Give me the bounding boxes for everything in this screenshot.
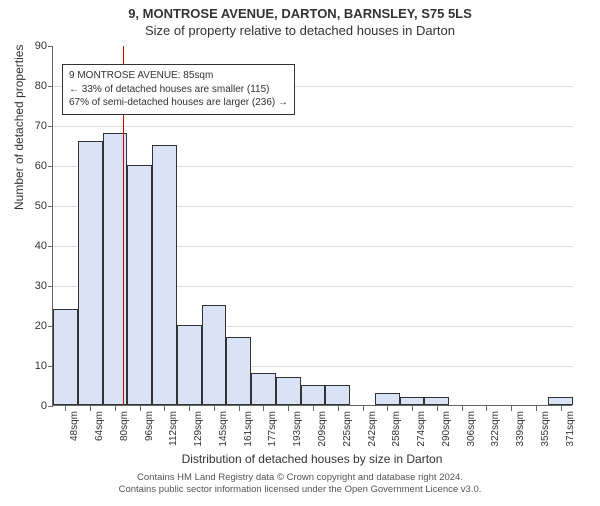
histogram-bar [202, 305, 227, 405]
xtick-mark [164, 406, 165, 411]
histogram-bar [251, 373, 276, 405]
xtick-label: 225sqm [342, 411, 353, 447]
xtick-mark [189, 406, 190, 411]
xtick-mark [338, 406, 339, 411]
xtick-mark [412, 406, 413, 411]
info-line-3: 67% of semi-detached houses are larger (… [69, 96, 288, 110]
ytick-label: 30 [17, 280, 47, 292]
grid-line [53, 126, 573, 127]
xtick-mark [313, 406, 314, 411]
xtick-label: 322sqm [490, 411, 501, 447]
xtick-label: 371sqm [565, 411, 576, 447]
ytick-label: 0 [17, 400, 47, 412]
xtick-label: 209sqm [317, 411, 328, 447]
page-title-address: 9, MONTROSE AVENUE, DARTON, BARNSLEY, S7… [0, 6, 600, 21]
xtick-mark [486, 406, 487, 411]
histogram-bar [375, 393, 400, 405]
ytick-label: 60 [17, 160, 47, 172]
ytick-mark [48, 206, 53, 207]
ytick-mark [48, 166, 53, 167]
xtick-label: 112sqm [168, 411, 179, 446]
histogram-chart: 010203040506070809048sqm64sqm80sqm96sqm1… [52, 46, 572, 406]
xtick-mark [437, 406, 438, 411]
xtick-label: 274sqm [416, 411, 427, 447]
ytick-mark [48, 86, 53, 87]
histogram-bar [78, 141, 103, 405]
histogram-bar [301, 385, 326, 405]
histogram-bar [400, 397, 425, 405]
xtick-label: 258sqm [391, 411, 402, 447]
ytick-mark [48, 46, 53, 47]
ytick-label: 40 [17, 240, 47, 252]
histogram-bar [424, 397, 449, 405]
x-axis-label: Distribution of detached houses by size … [52, 452, 572, 466]
info-box: 9 MONTROSE AVENUE: 85sqm ← 33% of detach… [62, 64, 295, 115]
xtick-label: 129sqm [193, 411, 204, 447]
histogram-bar [53, 309, 78, 405]
xtick-label: 306sqm [466, 411, 477, 447]
xtick-mark [65, 406, 66, 411]
xtick-label: 80sqm [119, 411, 130, 441]
xtick-mark [140, 406, 141, 411]
xtick-label: 177sqm [267, 411, 278, 447]
xtick-mark [214, 406, 215, 411]
xtick-label: 161sqm [243, 411, 254, 447]
xtick-label: 242sqm [367, 411, 378, 447]
ytick-mark [48, 246, 53, 247]
histogram-bar [325, 385, 350, 405]
page-title-desc: Size of property relative to detached ho… [0, 23, 600, 38]
xtick-label: 193sqm [292, 411, 303, 447]
histogram-bar [127, 165, 152, 405]
xtick-mark [363, 406, 364, 411]
histogram-bar [152, 145, 177, 405]
histogram-bar [276, 377, 301, 405]
ytick-label: 10 [17, 360, 47, 372]
histogram-bar [548, 397, 573, 405]
footer: Contains HM Land Registry data © Crown c… [0, 472, 600, 496]
xtick-label: 290sqm [441, 411, 452, 447]
xtick-mark [536, 406, 537, 411]
xtick-label: 48sqm [69, 411, 80, 441]
xtick-mark [263, 406, 264, 411]
ytick-mark [48, 286, 53, 287]
histogram-bar [226, 337, 251, 405]
xtick-mark [387, 406, 388, 411]
xtick-label: 64sqm [94, 411, 105, 441]
histogram-bar [177, 325, 202, 405]
ytick-label: 90 [17, 40, 47, 52]
xtick-mark [462, 406, 463, 411]
xtick-label: 339sqm [515, 411, 526, 447]
xtick-label: 96sqm [144, 411, 155, 441]
info-line-1: 9 MONTROSE AVENUE: 85sqm [69, 69, 288, 83]
ytick-label: 80 [17, 80, 47, 92]
ytick-mark [48, 126, 53, 127]
ytick-label: 50 [17, 200, 47, 212]
ytick-label: 20 [17, 320, 47, 332]
footer-line-2: Contains public sector information licen… [0, 484, 600, 496]
ytick-label: 70 [17, 120, 47, 132]
xtick-mark [115, 406, 116, 411]
xtick-label: 145sqm [218, 411, 229, 447]
info-line-2: ← 33% of detached houses are smaller (11… [69, 83, 288, 97]
xtick-mark [90, 406, 91, 411]
xtick-label: 355sqm [540, 411, 551, 447]
footer-line-1: Contains HM Land Registry data © Crown c… [0, 472, 600, 484]
xtick-mark [239, 406, 240, 411]
xtick-mark [561, 406, 562, 411]
xtick-mark [511, 406, 512, 411]
xtick-mark [288, 406, 289, 411]
ytick-mark [48, 406, 53, 407]
